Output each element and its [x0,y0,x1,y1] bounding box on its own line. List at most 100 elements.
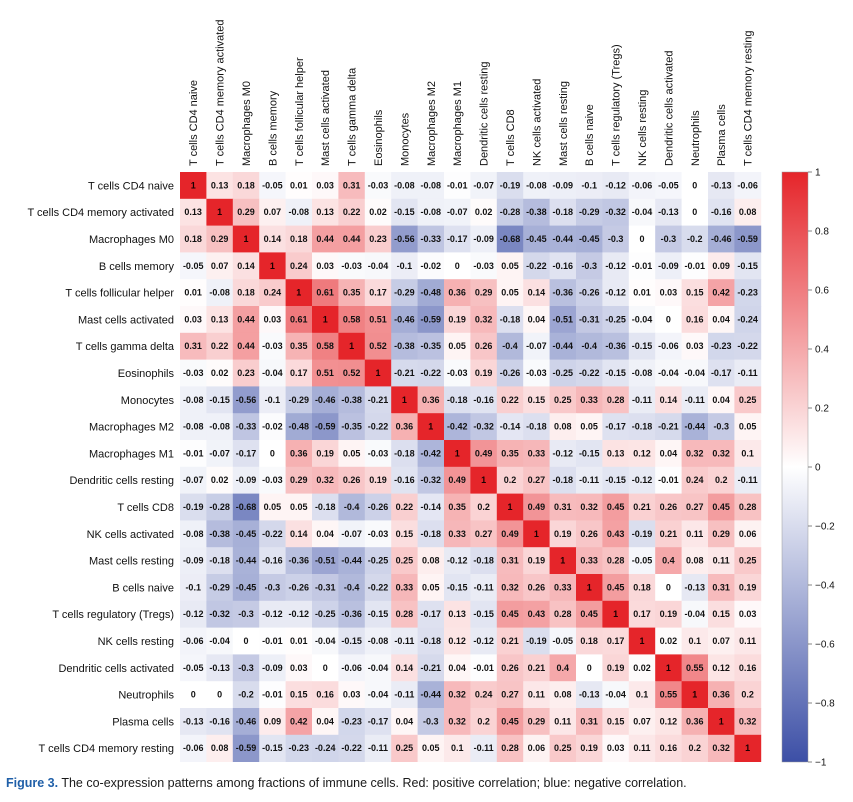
cell-value-label: 1 [375,368,380,378]
cell-value-label: 0.29 [211,234,229,244]
heatmap-cell [470,225,498,253]
cell-value-label: 0.05 [422,743,440,753]
heatmap-cell [206,225,234,253]
heatmap-cell [681,359,709,387]
cell-value-label: 0.11 [739,636,756,646]
heatmap-cell [285,413,313,441]
column-label: Mast cells activated [320,70,332,166]
heatmap-cell [602,574,630,602]
heatmap-cell [312,172,339,200]
heatmap-cell [417,600,445,628]
heatmap-cell [628,654,656,682]
cell-value-label: 0.43 [607,529,625,539]
heatmap-cell [576,547,603,575]
heatmap-cell [444,252,471,280]
cell-value-label: -0.19 [526,636,547,646]
cell-value-label: -0.07 [473,180,494,190]
heatmap-cell [523,359,550,387]
heatmap-cell [285,306,313,334]
cell-value-label: 0.58 [343,314,361,324]
heatmap-cell [602,493,630,521]
heatmap-cell [285,708,313,736]
cell-value-label: 0.45 [580,609,598,619]
heatmap-cell [417,654,445,682]
cell-value-label: 0.51 [316,368,334,378]
cell-value-label: -0.15 [368,609,389,619]
cell-value-label: -0.16 [394,475,415,485]
heatmap-cell [681,708,709,736]
figure-label: Figure 3. [6,776,59,790]
cell-value-label: -0.09 [183,556,204,566]
heatmap-cell [602,413,630,441]
cell-value-label: 0.21 [660,529,678,539]
cell-value-label: 0.33 [554,582,572,592]
column-label: Eosinophils [373,109,385,166]
cell-value-label: -0.01 [473,663,494,673]
cell-value-label: 0.15 [686,288,704,298]
heatmap-cell [602,466,630,494]
cell-value-label: -0.32 [421,475,442,485]
cell-value-label: 0.27 [686,502,704,512]
cell-value-label: 0.19 [528,556,546,566]
cell-value-label: 0.11 [633,743,650,753]
heatmap-cell [628,681,656,709]
heatmap-cell [602,600,630,628]
heatmap-cell [285,600,313,628]
heatmap-cell [232,600,260,628]
heatmap-cell [259,600,286,628]
cell-value-label: -0.28 [209,502,230,512]
cell-value-label: -0.08 [632,368,653,378]
heatmap-cell [206,466,234,494]
cell-value-label: 0 [217,690,222,700]
heatmap-cell [364,681,392,709]
cell-value-label: -0.11 [474,582,494,592]
heatmap-cell [470,306,498,334]
cell-value-label: 0.15 [528,395,546,405]
heatmap-cell [232,440,260,468]
colorbar-tick-label: 0.8 [815,227,829,238]
heatmap-cell [312,627,339,655]
cell-value-label: 0.25 [396,556,414,566]
cell-value-label: 0.29 [475,288,493,298]
heatmap-cell [628,708,656,736]
cell-value-label: 0.13 [184,207,202,217]
heatmap-cell [391,654,418,682]
heatmap-cell [206,734,234,762]
cell-value-label: -0.18 [209,556,230,566]
heatmap-cell [312,520,339,548]
cell-value-label: -0.51 [553,314,574,324]
heatmap-cell [391,413,418,441]
heatmap-cell [391,440,418,468]
cell-value-label: -0.1 [265,395,281,405]
cell-value-label: -0.32 [605,207,626,217]
heatmap-cell [444,574,471,602]
cell-value-label: 0.45 [607,502,625,512]
heatmap-cell [655,306,682,334]
heatmap-cell [364,359,392,387]
heatmap-cell [628,600,656,628]
cell-value-label: -0.08 [289,207,310,217]
cell-value-label: 0.14 [396,663,414,673]
heatmap-cell [417,547,445,575]
heatmap-cell [417,252,445,280]
cell-value-label: 0 [270,448,275,458]
heatmap-cell [232,225,260,253]
cell-value-label: 0.07 [264,207,282,217]
cell-value-label: -0.22 [421,368,442,378]
cell-value-label: -0.46 [236,716,257,726]
cell-value-label: 0.05 [448,341,466,351]
heatmap-cell [338,225,366,253]
heatmap-cell [206,600,234,628]
cell-value-label: -0.13 [711,180,732,190]
heatmap-cell [655,172,682,200]
heatmap-cell [549,681,577,709]
heatmap-cell [496,386,524,414]
heatmap-cell [391,520,418,548]
column-label: T cells follicular helper [294,57,306,166]
cell-value-label: 0.1 [741,448,754,458]
heatmap-cell [259,386,286,414]
heatmap-cell [312,225,339,253]
cell-value-label: 0.16 [739,663,757,673]
cell-value-label: 0.05 [422,582,440,592]
cell-value-label: 0.44 [343,234,361,244]
